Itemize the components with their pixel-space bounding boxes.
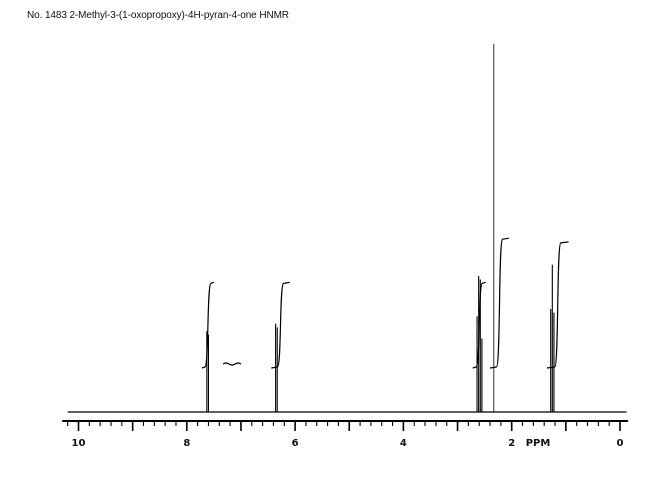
integral-curve	[489, 237, 510, 369]
chart-title: No. 1483 2-Methyl-3-(1-oxopropoxy)-4H-py…	[27, 10, 289, 21]
x-tick-label: 8	[183, 438, 190, 449]
x-tick-label: 0	[617, 438, 624, 449]
ppm-axis: 10 8 6 4 2 0 PPM	[62, 420, 629, 449]
x-tick-label: 4	[400, 438, 407, 449]
integral-curves	[201, 237, 569, 369]
integral-curve	[271, 281, 290, 369]
spectrum-trace	[67, 44, 627, 413]
x-tick-label: 6	[292, 438, 299, 449]
integral-curve	[201, 281, 215, 369]
x-tick-label: 2	[508, 438, 515, 449]
integral-curve	[546, 241, 569, 369]
x-tick-label: 10	[72, 438, 86, 449]
x-axis-unit-label: PPM	[526, 438, 551, 449]
integral-curve	[222, 362, 242, 366]
